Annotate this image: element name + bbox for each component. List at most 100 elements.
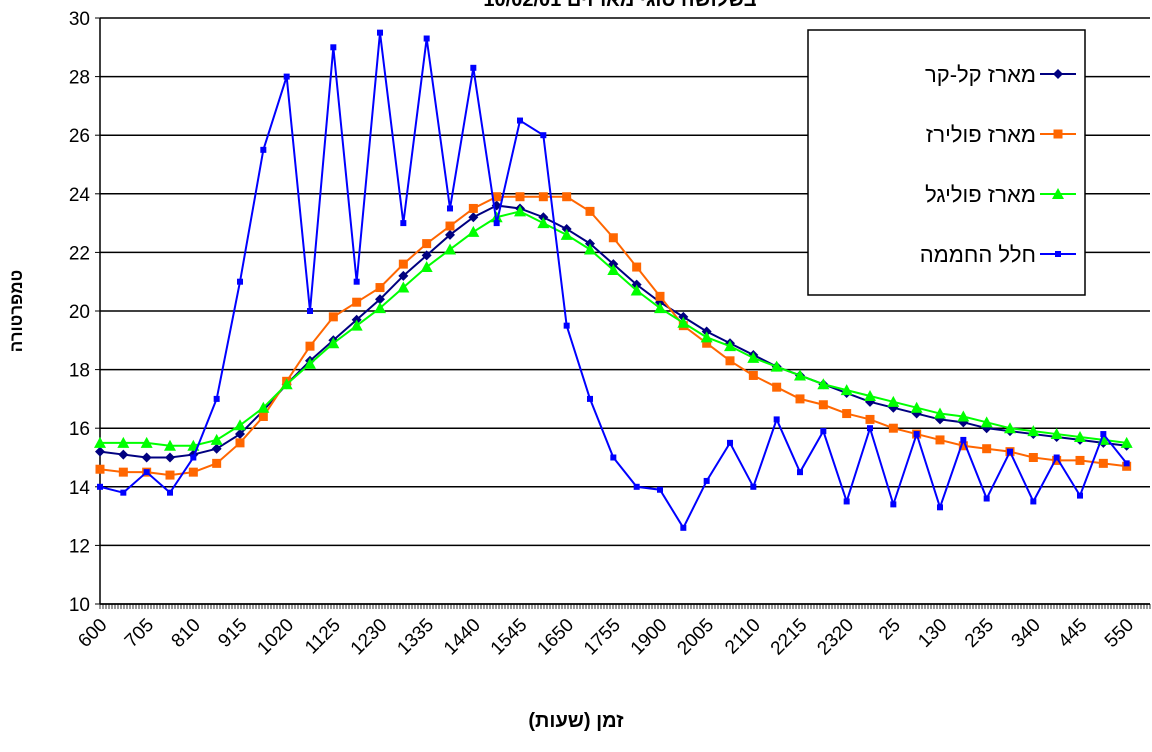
x-tick-label: 2110 (721, 615, 765, 659)
y-tick-label: 28 (69, 68, 90, 89)
marker (610, 454, 617, 461)
legend-label: מארז פולירז (926, 122, 1036, 147)
marker (1055, 251, 1061, 257)
marker (94, 436, 106, 448)
marker (818, 400, 828, 410)
y-tick-label: 10 (69, 595, 90, 616)
marker (890, 501, 897, 508)
marker (260, 146, 267, 153)
marker (305, 341, 315, 351)
marker (212, 458, 222, 468)
marker (772, 382, 782, 392)
marker (350, 319, 363, 331)
marker (840, 384, 853, 396)
marker (725, 356, 735, 366)
marker (470, 64, 477, 71)
y-tick-label: 24 (69, 185, 91, 206)
marker (1050, 428, 1063, 440)
x-tick-label: 2005 (673, 615, 718, 660)
marker (211, 443, 222, 454)
marker (492, 192, 502, 202)
x-tick-label: 2215 (767, 615, 812, 660)
marker (724, 340, 736, 352)
x-tick-label: 1125 (301, 615, 345, 659)
marker (748, 370, 758, 380)
x-tick-label: 810 (168, 615, 205, 652)
marker (842, 409, 852, 419)
marker (1077, 492, 1083, 499)
marker (97, 483, 103, 490)
marker (95, 446, 105, 457)
marker (515, 192, 525, 202)
marker (797, 469, 803, 476)
x-tick-label: 340 (1008, 615, 1045, 652)
marker (234, 419, 246, 431)
x-tick-label: 2320 (813, 615, 858, 660)
y-tick-label: 22 (69, 243, 90, 264)
marker (143, 469, 150, 476)
marker (958, 441, 968, 451)
marker (445, 221, 455, 231)
marker (328, 312, 338, 322)
marker (165, 452, 175, 463)
marker (188, 467, 198, 477)
marker (1028, 453, 1038, 462)
marker (585, 206, 595, 216)
y-tick-label: 20 (69, 302, 90, 323)
y-axis-label: טמפרטורה (7, 270, 26, 353)
marker (375, 294, 385, 305)
legend-box (807, 29, 1086, 296)
x-tick-label: 235 (961, 615, 998, 652)
marker (820, 428, 827, 435)
marker (934, 407, 946, 419)
marker (352, 297, 362, 307)
marker (280, 378, 293, 390)
x-tick-label: 25 (875, 615, 905, 645)
marker (910, 401, 923, 413)
x-tick-label: 130 (914, 615, 951, 652)
marker (1123, 460, 1130, 467)
marker (887, 395, 900, 407)
marker (1120, 436, 1133, 448)
marker (398, 270, 409, 281)
x-tick-label: 1230 (347, 615, 392, 660)
marker (237, 278, 243, 285)
marker (141, 452, 152, 463)
marker (95, 464, 105, 474)
marker (983, 495, 990, 502)
marker (257, 401, 270, 413)
marker (120, 489, 127, 496)
marker (398, 259, 408, 269)
marker (957, 410, 970, 422)
marker (795, 394, 805, 404)
marker (702, 338, 712, 348)
x-tick-label: 1545 (487, 615, 532, 660)
y-tick-label: 30 (69, 9, 90, 30)
x-tick-label: 705 (121, 615, 158, 652)
marker (140, 436, 153, 448)
marker (374, 302, 386, 314)
y-tick-label: 12 (69, 536, 90, 557)
marker (913, 431, 920, 438)
marker (1053, 129, 1063, 139)
marker (190, 454, 197, 461)
x-tick-label: 445 (1054, 615, 1091, 652)
marker (607, 263, 620, 275)
marker (1074, 430, 1086, 442)
marker (167, 489, 173, 496)
legend-label: מארז פוליגל (925, 182, 1036, 207)
marker (1007, 448, 1013, 455)
marker (213, 395, 220, 402)
marker (563, 322, 570, 329)
marker (1053, 69, 1063, 79)
marker (540, 132, 547, 139)
marker (330, 44, 337, 51)
marker (1030, 498, 1037, 505)
marker (538, 192, 548, 202)
x-tick-label: 1900 (627, 615, 672, 660)
marker (867, 425, 873, 432)
marker (677, 316, 690, 328)
marker (165, 470, 175, 480)
marker (654, 302, 666, 314)
